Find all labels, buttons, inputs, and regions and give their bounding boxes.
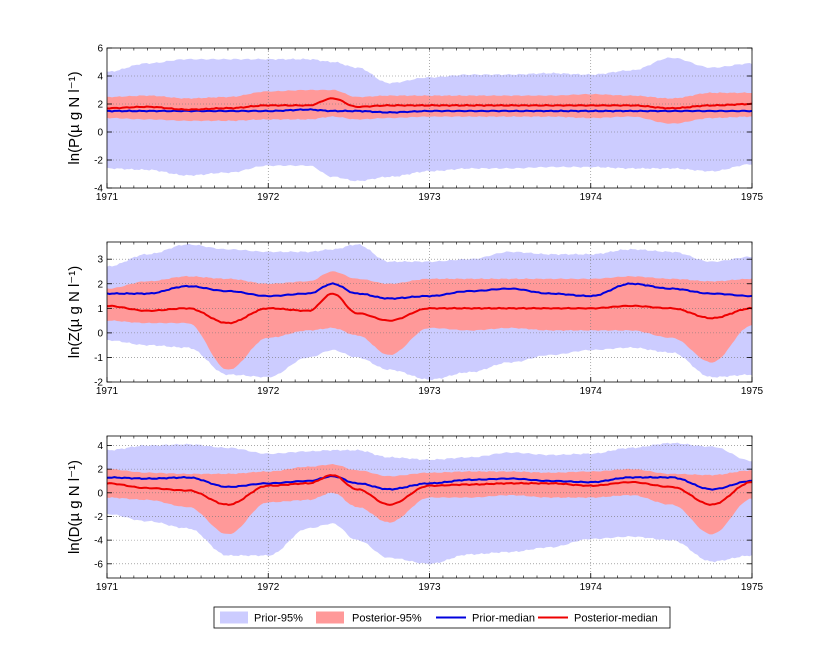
y-tick-label: 3 xyxy=(97,255,103,266)
legend-label: Posterior-95% xyxy=(352,613,422,625)
y-tick-label: 4 xyxy=(97,72,103,83)
y-tick-label: 4 xyxy=(97,441,103,452)
x-tick-label: 1971 xyxy=(96,386,119,397)
y-axis-label: ln(P(µ g N l⁻¹) xyxy=(66,71,83,164)
y-tick-label: -4 xyxy=(94,536,103,547)
legend-label: Prior-median xyxy=(472,613,535,625)
y-axis-label: ln(Z(µ g N l⁻¹) xyxy=(66,266,83,358)
panel-3: 1971 1972 1973 1974 1975 -6 -4 -2 0 2 4 ln(D(µ g N … xyxy=(66,435,764,593)
x-tick-label: 1971 xyxy=(96,192,119,203)
y-tick-label: -2 xyxy=(94,156,103,167)
legend: Prior-95% Posterior-95% Prior-median Poster… xyxy=(213,606,671,629)
x-tick-label: 1974 xyxy=(580,386,603,397)
legend-label: Prior-95% xyxy=(254,613,303,625)
x-tick-label: 1972 xyxy=(257,192,280,203)
x-tick-label: 1972 xyxy=(257,582,280,593)
y-tick-label: 1 xyxy=(97,304,103,315)
y-tick-label: -4 xyxy=(94,184,103,195)
y-tick-label: 0 xyxy=(97,328,103,339)
x-tick-label: 1974 xyxy=(580,192,603,203)
y-tick-label: -6 xyxy=(94,559,103,570)
y-tick-label: -1 xyxy=(94,353,103,364)
y-axis-label: ln(D(µ g N l⁻¹) xyxy=(66,460,83,554)
x-tick-label: 1972 xyxy=(257,386,280,397)
line-posterior-median xyxy=(107,474,752,506)
x-tick-label: 1973 xyxy=(418,386,441,397)
y-tick-label: 2 xyxy=(97,465,103,476)
y-tick-label: 0 xyxy=(97,488,103,499)
legend-swatch xyxy=(220,611,248,624)
y-tick-label: 2 xyxy=(97,100,103,111)
y-tick-label: 6 xyxy=(97,44,103,55)
x-tick-label: 1971 xyxy=(96,582,119,593)
panel-1: 1971 1972 1973 1974 1975 -4 -2 0 2 4 6 ln(P(µ g N l… xyxy=(66,44,764,204)
band-posterior-95- xyxy=(107,89,752,124)
line-prior-median xyxy=(107,282,752,300)
y-tick-label: 2 xyxy=(97,279,103,290)
legend-swatch xyxy=(316,611,344,624)
y-tick-label: -2 xyxy=(94,378,103,389)
x-tick-label: 1975 xyxy=(741,192,764,203)
x-tick-label: 1973 xyxy=(418,582,441,593)
y-tick-label: -2 xyxy=(94,512,103,523)
x-tick-label: 1973 xyxy=(418,192,441,203)
line-prior-median xyxy=(107,475,752,491)
line-prior-median xyxy=(107,108,752,114)
legend-label: Posterior-median xyxy=(574,613,658,625)
y-tick-label: 0 xyxy=(97,128,103,139)
x-tick-label: 1975 xyxy=(741,386,764,397)
x-tick-label: 1975 xyxy=(741,582,764,593)
panel-2: 1971 1972 1973 1974 1975 -2 -1 0 1 2 3 ln(Z(µ g N l… xyxy=(66,241,764,397)
x-tick-label: 1974 xyxy=(580,582,603,593)
line-posterior-median xyxy=(107,97,752,111)
line-posterior-median xyxy=(107,292,752,325)
